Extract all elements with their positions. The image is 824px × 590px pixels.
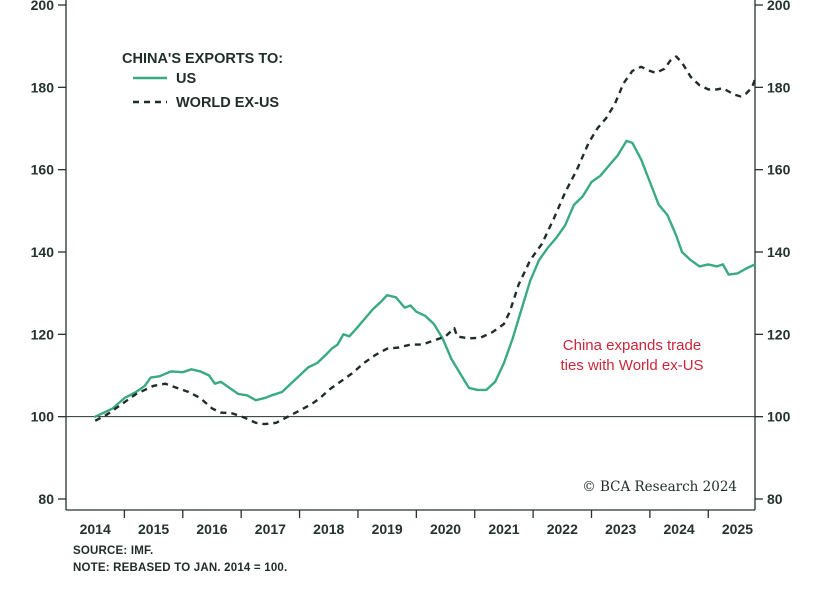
legend-label-world: WORLD EX-US [176,95,279,111]
y-tick-label-left: 140 [31,244,55,260]
x-tick-label: 2019 [372,521,403,537]
y-tick-label-right: 80 [767,491,783,507]
y-tick-label-left: 200 [31,0,55,13]
y-tick-label-left: 100 [31,409,55,425]
x-tick-label: 2024 [664,521,695,537]
rebase-note: NOTE: REBASED TO JAN. 2014 = 100. [73,562,288,574]
annotation-line-2: ties with World ex-US [560,357,703,374]
series-line-world-ex-us [94,55,757,426]
x-tick-label: 2021 [488,521,519,537]
y-tick-label-left: 120 [31,326,55,342]
x-tick-label: 2022 [547,521,578,537]
series-layer [94,55,757,426]
legend-label-us: US [176,71,196,87]
y-tick-label-right: 160 [767,162,791,178]
legend-title: CHINA'S EXPORTS TO: [122,51,283,67]
x-tick-label: 2016 [196,521,227,537]
x-tick-label: 2015 [138,521,169,537]
series-line-us [94,139,757,418]
source-note: SOURCE: IMF. [73,545,154,557]
x-tick-label: 2023 [605,521,636,537]
y-tick-label-left: 180 [31,79,55,95]
x-tick-label: 2014 [80,521,111,537]
axes-layer: 80 80 100 100 120 120 140 140 160 160 180 180 200 200… [31,0,791,537]
annotation: China expands trade ties with World ex-U… [560,337,703,374]
y-tick-label-right: 100 [767,409,791,425]
y-tick-label-right: 200 [767,0,791,13]
y-tick-label-right: 140 [767,244,791,260]
y-tick-label-left: 160 [31,162,55,178]
y-tick-label-left: 80 [38,491,54,507]
x-tick-label: 2020 [430,521,461,537]
x-tick-label: 2025 [722,521,753,537]
y-tick-label-right: 120 [767,326,791,342]
x-tick-label: 2017 [255,521,286,537]
legend: CHINA'S EXPORTS TO: US WORLD EX-US [122,51,283,111]
annotation-line-1: China expands trade [563,337,701,354]
x-tick-label: 2018 [313,521,344,537]
y-tick-label-right: 180 [767,79,791,95]
credit-text: © BCA Research 2024 [582,479,737,495]
